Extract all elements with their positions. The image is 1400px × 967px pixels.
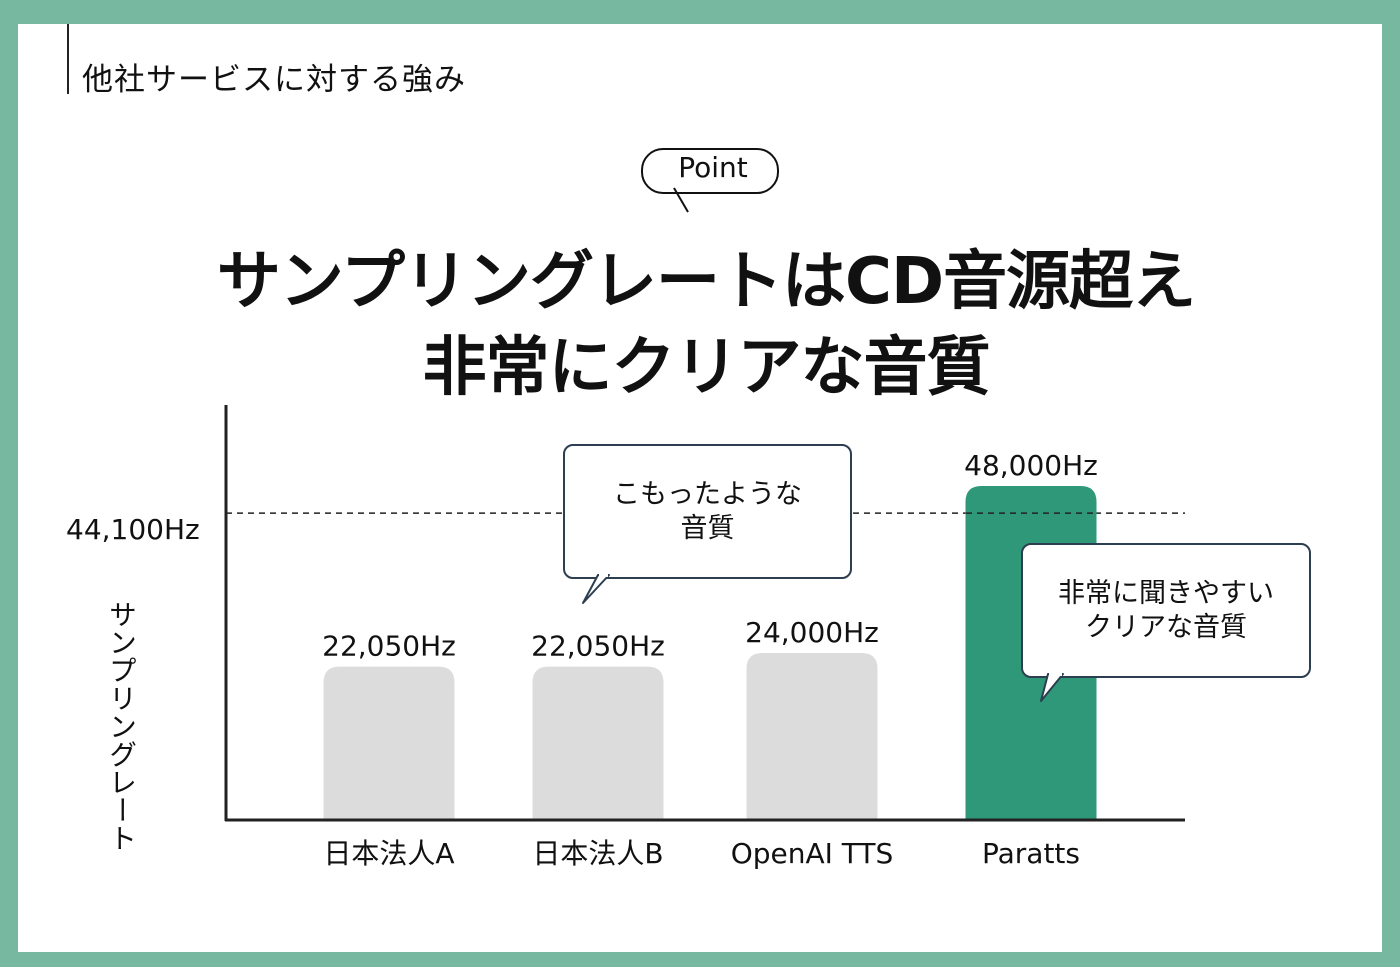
callout-muffled: こもったような 音質 bbox=[563, 444, 852, 579]
point-badge: Point bbox=[638, 144, 788, 224]
slide-card: 他社サービスに対する強み Point サンプリングレートはCD音源超え 非常にク… bbox=[18, 24, 1382, 952]
section-title: 他社サービスに対する強み bbox=[82, 62, 466, 98]
value-label-2: 24,000Hz bbox=[745, 616, 879, 649]
bar-2 bbox=[746, 653, 878, 820]
point-badge-label: Point bbox=[678, 151, 748, 184]
headline-line-1: サンプリングレートはCD音源超え bbox=[216, 245, 1196, 319]
section-rule bbox=[67, 24, 69, 94]
y-axis-label-box: サンプリングレート bbox=[102, 600, 192, 852]
value-label-1: 22,050Hz bbox=[531, 630, 665, 663]
value-label-0: 22,050Hz bbox=[322, 630, 456, 663]
value-label-3: 48,000Hz bbox=[964, 449, 1098, 482]
category-label-0: 日本法人A bbox=[323, 837, 454, 870]
point-badge-tail bbox=[673, 187, 689, 213]
reference-line-label: 44,100Hz bbox=[66, 513, 200, 546]
bar-0 bbox=[323, 666, 455, 820]
callout-clear: 非常に聞きやすい クリアな音質 bbox=[1021, 543, 1311, 678]
category-label-3: Paratts bbox=[982, 837, 1080, 870]
category-label-1: 日本法人B bbox=[532, 837, 663, 870]
headline: サンプリングレートはCD音源超え 非常にクリアな音質 bbox=[18, 239, 1394, 411]
category-label-2: OpenAI TTS bbox=[731, 837, 894, 870]
point-badge-outline bbox=[641, 148, 779, 194]
headline-line-2: 非常にクリアな音質 bbox=[422, 331, 991, 405]
y-axis-label: サンプリングレート bbox=[105, 600, 138, 852]
bar-1 bbox=[532, 666, 664, 820]
